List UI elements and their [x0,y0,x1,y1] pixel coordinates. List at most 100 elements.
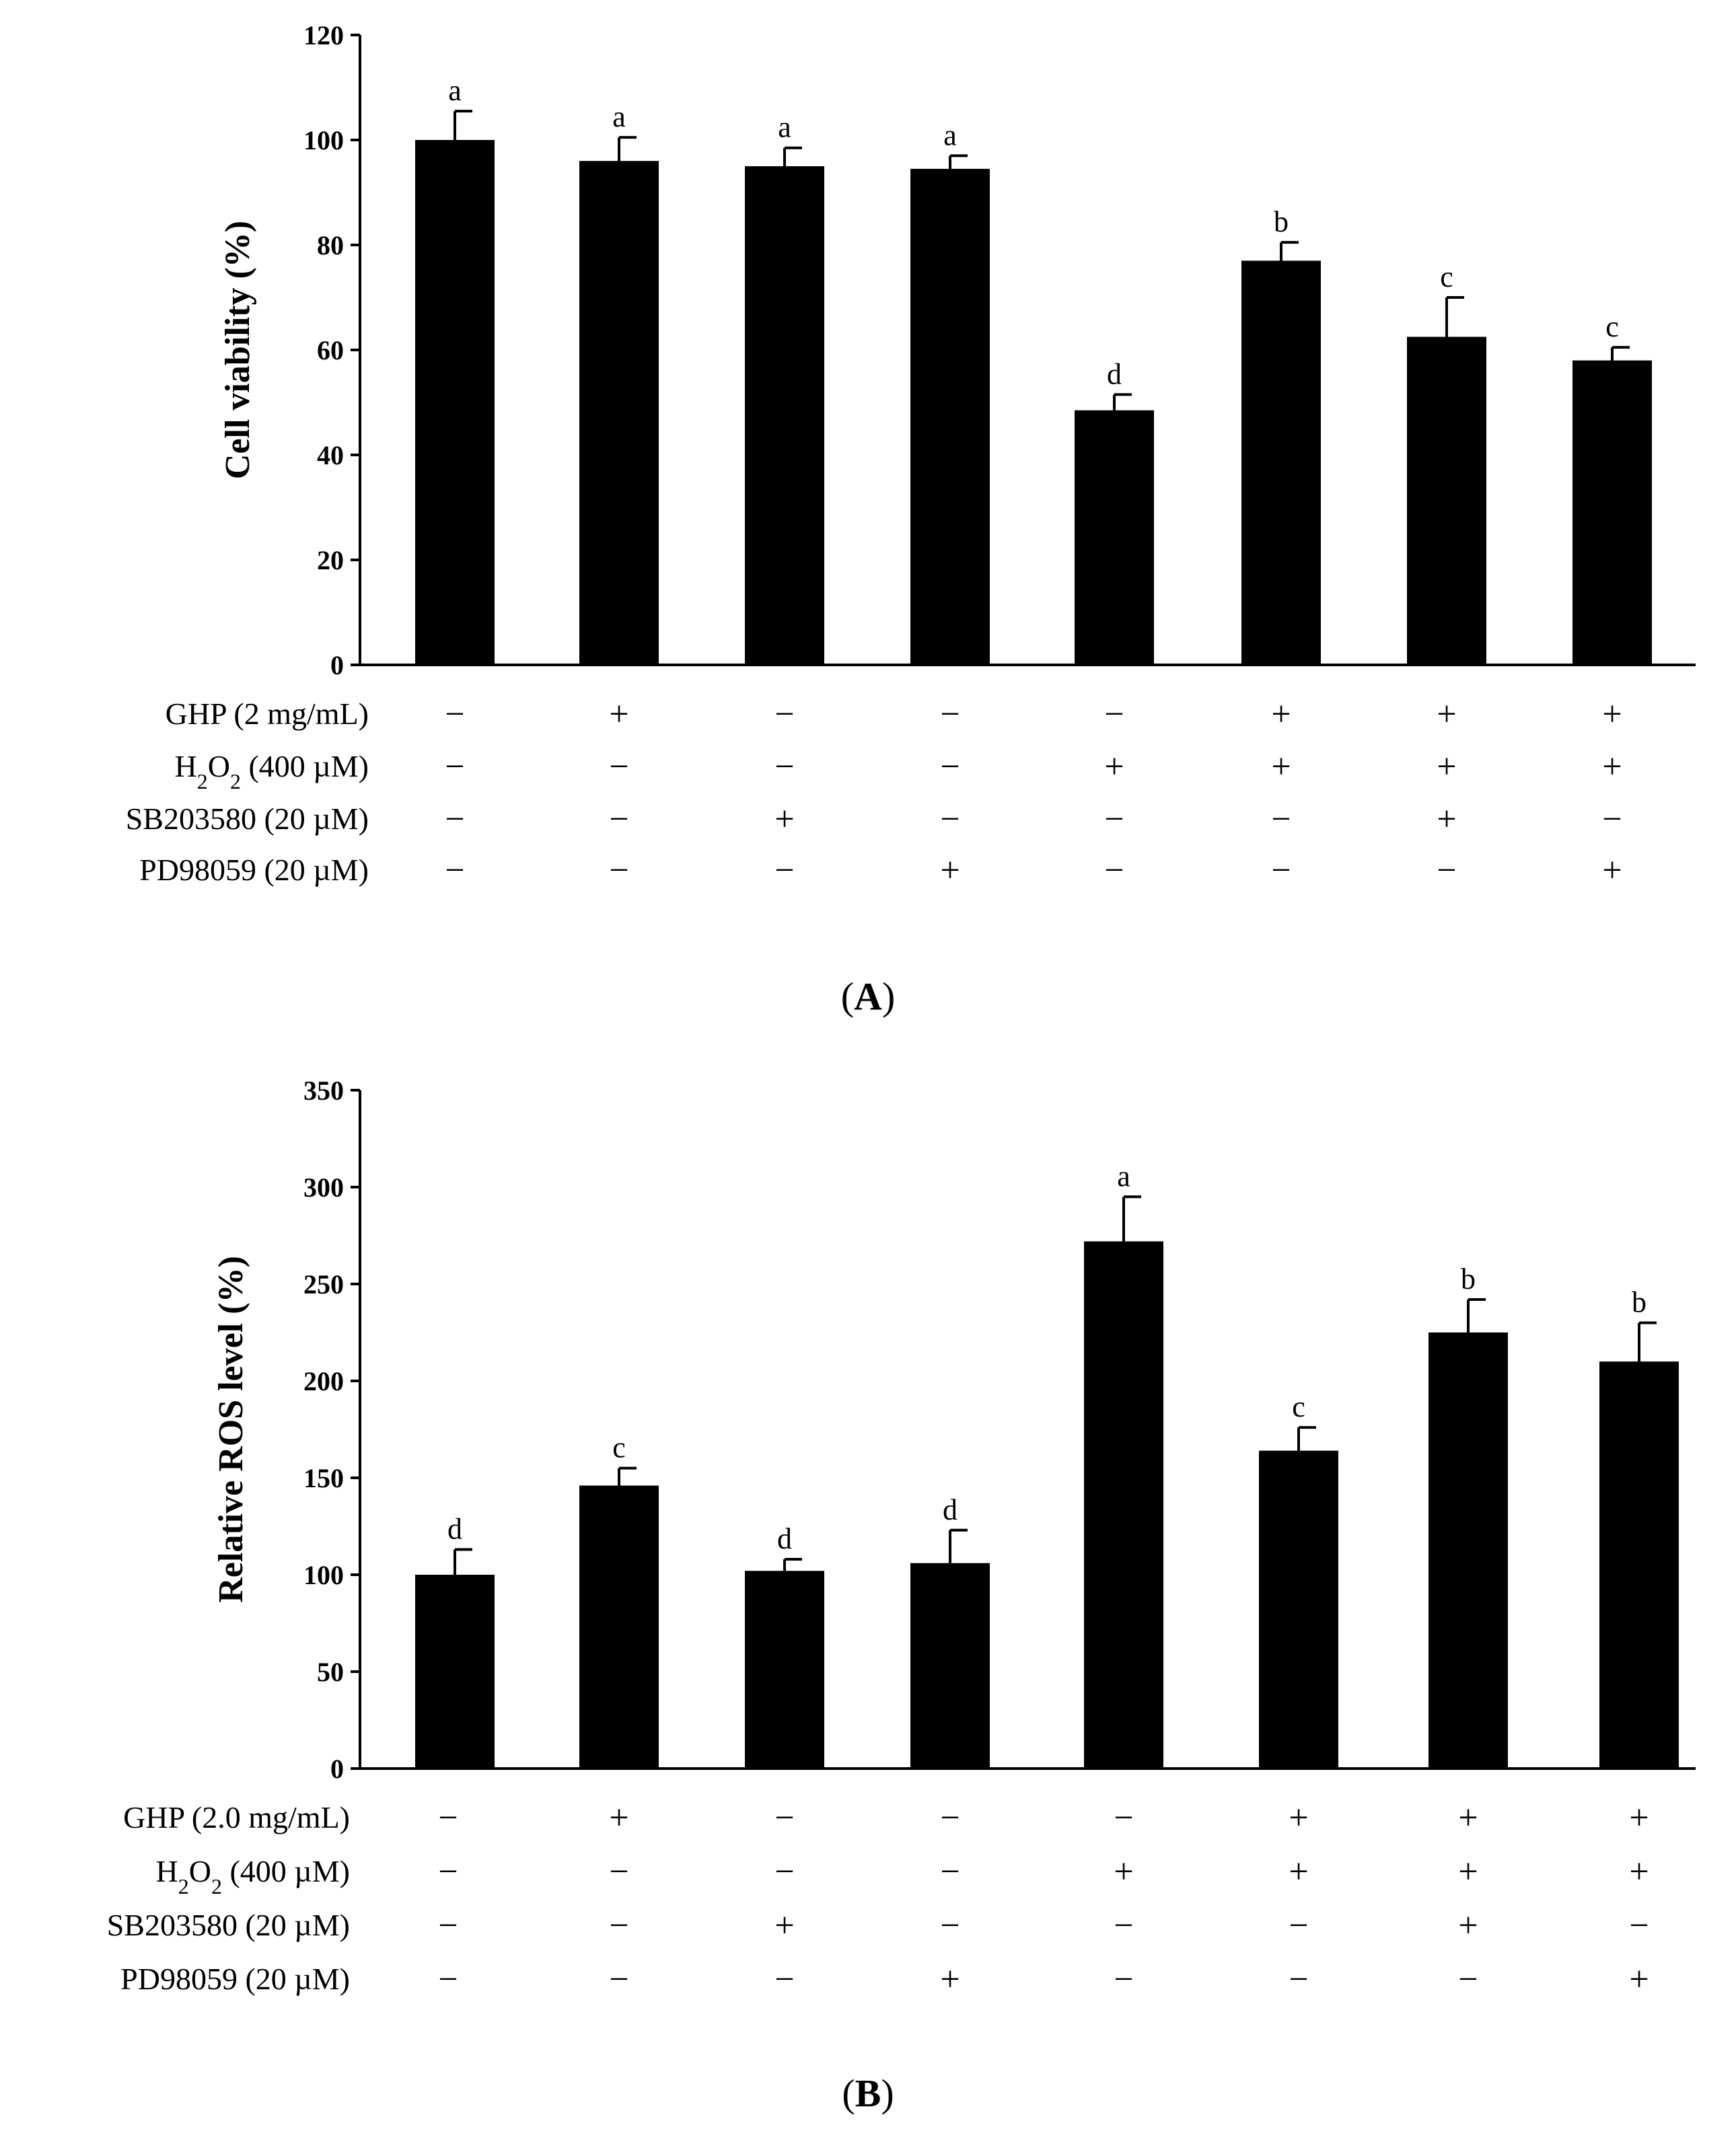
treatment-label-part: O [189,1854,211,1888]
plus-sign: + [1629,1960,1649,1999]
panel-a: 0 20 40 60 80 100 120 Cell viability (%) a a a a d b c… [126,20,1696,1018]
treatment-label-part: 2 [211,1874,222,1898]
minus-sign: − [774,1799,794,1837]
y-tick-label: 250 [303,1269,344,1299]
treatment-label: GHP (2 mg/mL) [166,697,369,731]
minus-sign: − [1458,1960,1478,1999]
significance-letter: b [1461,1262,1476,1295]
bar [1075,410,1154,665]
y-tick-label: 300 [303,1172,344,1203]
minus-sign: − [445,695,464,734]
minus-sign: − [1289,1907,1308,1945]
significance-letter: a [778,111,791,144]
bar [1259,1450,1338,1769]
minus-sign: − [940,1907,960,1945]
minus-sign: − [1602,800,1622,839]
minus-sign: − [1271,851,1291,890]
minus-sign: − [438,1853,458,1891]
bar [1428,1332,1508,1769]
panel-paren-close: ) [881,2071,894,2115]
significance-letter: d [1107,357,1122,390]
treatment-label-part: 2 [230,769,241,793]
treatment-label-part: 2 [178,1874,189,1898]
treatment-label-part: PD98059 (20 µM) [120,1962,350,1996]
treatment-label-part: 2 [197,769,208,793]
plus-sign: + [774,800,794,839]
minus-sign: − [1104,695,1124,734]
plus-sign: + [940,1960,960,1999]
bar [1241,260,1321,665]
minus-sign: − [1114,1799,1133,1837]
plus-sign: + [1437,800,1456,839]
minus-sign: − [1629,1907,1649,1945]
minus-sign: − [445,748,464,786]
plus-sign: + [609,695,628,734]
panel-paren-open: ( [841,974,854,1018]
minus-sign: − [940,800,960,839]
y-tick-label: 40 [317,440,344,470]
minus-sign: − [438,1907,458,1945]
plus-sign: + [1602,695,1622,734]
plus-sign: + [1602,748,1622,786]
minus-sign: − [774,851,794,890]
plus-sign: + [1104,748,1124,786]
minus-sign: − [609,1853,628,1891]
treatment-label: SB203580 (20 µM) [126,801,369,836]
minus-sign: − [774,748,794,786]
plus-sign: + [1271,748,1291,786]
y-tick-label: 0 [330,1754,344,1784]
panel-paren-close: ) [882,974,895,1018]
bar [1599,1361,1679,1769]
minus-sign: − [609,1960,628,1999]
significance-letter: a [612,100,626,133]
bar [1407,336,1486,665]
treatment-label: PD98059 (20 µM) [139,853,369,887]
minus-sign: − [609,1907,628,1945]
plus-sign: + [1289,1853,1308,1891]
significance-letter: c [1440,260,1453,293]
significance-letter: a [943,118,957,151]
bar [745,166,824,665]
plus-sign: + [1458,1799,1478,1837]
y-axis-label: Relative ROS level (%) [212,1256,250,1603]
treatment-label-part: SB203580 (20 µM) [126,801,369,836]
minus-sign: − [609,800,628,839]
bar [579,161,659,665]
minus-sign: − [438,1799,458,1837]
minus-sign: − [1114,1907,1133,1945]
treatment-label: PD98059 (20 µM) [120,1962,350,1996]
plus-sign: + [1629,1853,1649,1891]
minus-sign: − [609,748,628,786]
significance-letter: b [1632,1286,1647,1319]
minus-sign: − [774,1853,794,1891]
y-tick-label: 100 [303,1560,344,1590]
y-tick-label: 50 [317,1657,344,1687]
treatment-label-part: SB203580 (20 µM) [107,1908,350,1942]
significance-letter: a [1117,1160,1130,1192]
minus-sign: − [940,695,960,734]
plus-sign: + [1114,1853,1133,1891]
significance-letter: c [1292,1390,1305,1423]
treatment-label: H2O2 (400 µM) [155,1854,350,1898]
treatment-label: GHP (2.0 mg/mL) [123,1800,350,1834]
panel-label: (B) [842,2071,894,2115]
plus-sign: + [940,851,960,890]
treatment-label-part: GHP (2.0 mg/mL) [123,1800,350,1834]
significance-letter: d [777,1522,792,1555]
minus-sign: − [445,851,464,890]
plus-sign: + [1602,851,1622,890]
minus-sign: − [438,1960,458,1999]
treatment-label-part: H [155,1854,178,1888]
minus-sign: − [774,695,794,734]
y-tick-label: 80 [317,230,344,260]
y-tick-label: 100 [303,125,344,155]
minus-sign: − [940,1853,960,1891]
y-axis-label: Cell viability (%) [219,221,257,479]
bar [910,168,990,665]
plus-sign: + [609,1799,628,1837]
y-tick-label: 0 [330,650,344,680]
minus-sign: − [1289,1960,1308,1999]
minus-sign: − [1437,851,1456,890]
significance-letter: a [448,74,462,107]
